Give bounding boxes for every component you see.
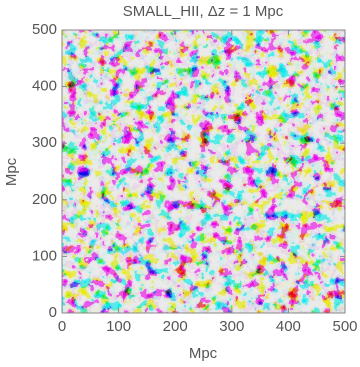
y-tick-label: 300 <box>32 134 57 151</box>
x-tick-label: 100 <box>106 318 131 335</box>
x-tick-label: 0 <box>58 318 66 335</box>
y-tick-label: 100 <box>32 247 57 264</box>
x-tick-label: 200 <box>163 318 188 335</box>
density-field <box>62 30 345 313</box>
y-tick-label: 200 <box>32 191 57 208</box>
y-tick-label: 500 <box>32 21 57 38</box>
chart-title: SMALL_HII, Δz = 1 Mpc <box>123 3 284 20</box>
plot-frame <box>61 29 346 314</box>
x-tick-label: 300 <box>219 318 244 335</box>
y-tick-label: 0 <box>49 304 57 321</box>
y-axis-label: Mpc <box>3 157 20 186</box>
x-axis-label: Mpc <box>189 345 218 362</box>
y-tick-label: 400 <box>32 78 57 95</box>
x-tick-label: 400 <box>276 318 301 335</box>
x-tick-label: 500 <box>332 318 357 335</box>
